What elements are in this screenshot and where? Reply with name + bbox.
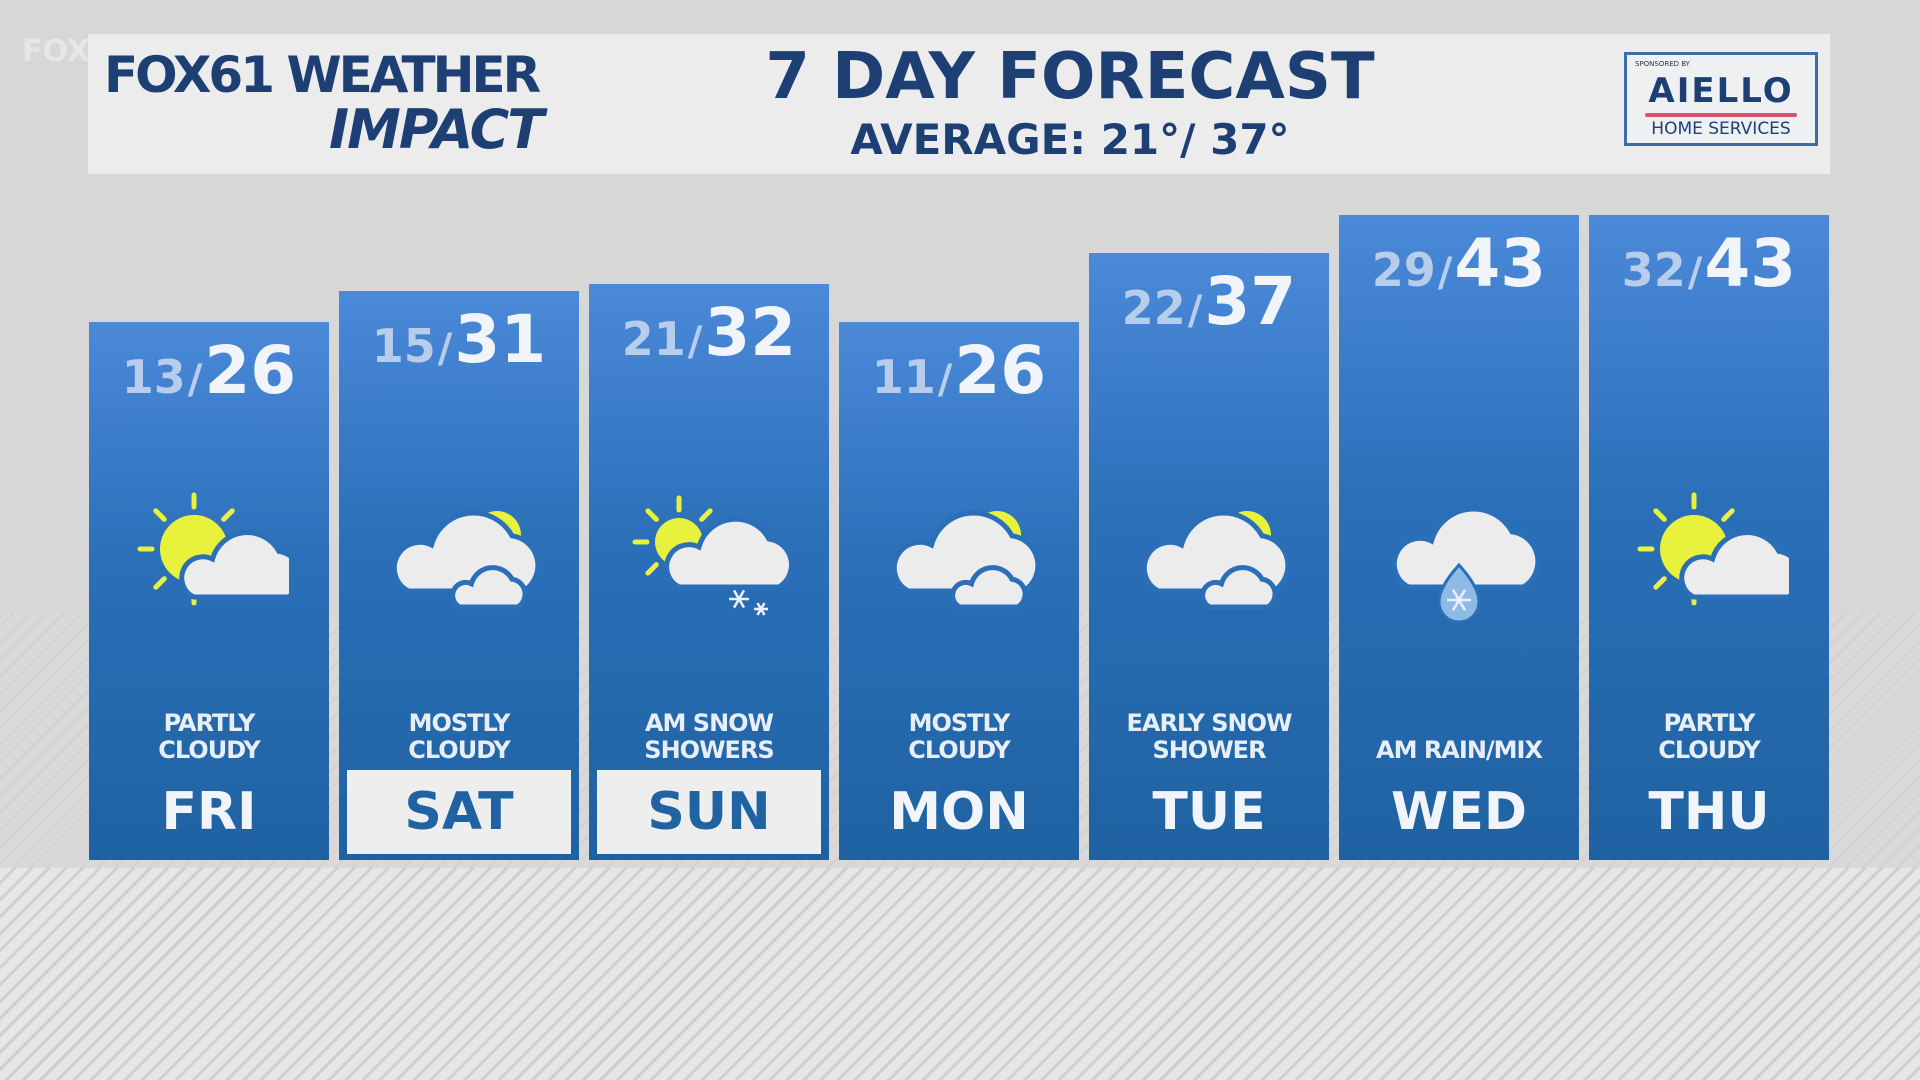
temperature: 29/43 bbox=[1339, 225, 1579, 302]
day-label: WED bbox=[1390, 782, 1528, 842]
temp-separator: / bbox=[1437, 249, 1453, 296]
day-label: MON bbox=[889, 782, 1029, 842]
day-column-wed: 29/43 AM RAIN/MIX WED bbox=[1339, 214, 1579, 860]
day-label: FRI bbox=[161, 782, 257, 842]
condition-text: MOSTLY CLOUDY bbox=[408, 709, 511, 764]
condition-text: EARLY SNOW SHOWER bbox=[1126, 709, 1293, 764]
background-band bbox=[0, 868, 1920, 1080]
day-label: SAT bbox=[347, 770, 571, 854]
day-column-sun: 21/32 AM SNOW SHOWERS SUN bbox=[589, 284, 829, 860]
condition-text: MOSTLY CLOUDY bbox=[908, 709, 1011, 764]
temp-separator: / bbox=[187, 357, 203, 403]
temperature: 15/31 bbox=[339, 301, 579, 378]
sponsor-label: SPONSORED BY bbox=[1635, 60, 1690, 68]
temperature: 11/26 bbox=[839, 332, 1079, 409]
logo-line1: WEATHER bbox=[286, 46, 541, 104]
day-label: THU bbox=[1648, 782, 1770, 842]
condition-text: AM RAIN/MIX bbox=[1376, 736, 1543, 764]
low-temp: 13 bbox=[121, 350, 186, 404]
temperature: 13/26 bbox=[89, 332, 329, 409]
logo-brand: FOX61 bbox=[104, 46, 275, 104]
temperature: 32/43 bbox=[1589, 225, 1829, 302]
low-temp: 32 bbox=[1621, 242, 1686, 297]
low-temp: 22 bbox=[1121, 280, 1186, 335]
day-label: TUE bbox=[1152, 782, 1266, 842]
low-temp: 15 bbox=[371, 318, 436, 373]
day-column-mon: 11/26 MOSTLY CLOUDY MON bbox=[839, 322, 1079, 860]
partly-cloudy-icon bbox=[129, 487, 303, 627]
high-temp: 32 bbox=[704, 294, 797, 372]
fox61-weather-impact-logo: FOX61 WEATHER IMPACT bbox=[104, 46, 544, 161]
temp-separator: / bbox=[437, 325, 453, 372]
temp-separator: / bbox=[1687, 249, 1703, 296]
day-column-tue: 22/37 EARLY SNOW SHOWER TUE bbox=[1089, 252, 1329, 860]
sponsor-logo: SPONSORED BY AIELLO HOME SERVICES bbox=[1624, 52, 1818, 146]
header-bar: FOX61 WEATHER IMPACT 7 DAY FORECAST AVER… bbox=[88, 34, 1830, 174]
temperature: 21/32 bbox=[589, 294, 829, 371]
logo-line2: IMPACT bbox=[329, 98, 544, 161]
low-temp: 29 bbox=[1371, 242, 1436, 297]
high-temp: 26 bbox=[204, 332, 297, 409]
temp-separator: / bbox=[1187, 287, 1203, 334]
partly-cloudy-icon bbox=[1629, 487, 1803, 627]
snow-showers-icon bbox=[629, 487, 794, 627]
high-temp: 37 bbox=[1204, 262, 1297, 340]
high-temp: 43 bbox=[1454, 224, 1547, 302]
ghost-logo-text: FOX bbox=[22, 34, 91, 69]
high-temp: 43 bbox=[1704, 224, 1797, 302]
day-label: SUN bbox=[597, 770, 821, 854]
low-temp: 11 bbox=[871, 350, 936, 404]
high-temp: 26 bbox=[954, 332, 1047, 409]
rain-snow-mix-icon bbox=[1379, 487, 1541, 627]
day-column-sat: 15/31 MOSTLY CLOUDY SAT bbox=[339, 290, 579, 860]
day-column-fri: 13/26 PARTLY CLOUDY FRI bbox=[89, 322, 329, 860]
temp-separator: / bbox=[937, 357, 953, 403]
average-temps: AVERAGE: 21°/ 37° bbox=[850, 115, 1290, 164]
condition-text: PARTLY CLOUDY bbox=[158, 709, 261, 764]
sponsor-tagline: HOME SERVICES bbox=[1651, 119, 1791, 139]
sponsor-underline bbox=[1645, 113, 1797, 117]
page-title: 7 DAY FORECAST bbox=[765, 40, 1375, 114]
day-column-thu: 32/43 PARTLY CLOUDY THU bbox=[1589, 214, 1829, 860]
high-temp: 31 bbox=[454, 300, 547, 378]
temp-separator: / bbox=[687, 319, 703, 366]
condition-text: AM SNOW SHOWERS bbox=[644, 709, 774, 764]
temperature: 22/37 bbox=[1089, 263, 1329, 340]
mostly-cloudy-icon bbox=[879, 487, 1041, 627]
mostly-cloudy-icon bbox=[379, 487, 541, 627]
condition-text: PARTLY CLOUDY bbox=[1658, 709, 1761, 764]
low-temp: 21 bbox=[621, 312, 686, 367]
sponsor-name: AIELLO bbox=[1648, 71, 1794, 111]
mostly-cloudy-icon bbox=[1129, 487, 1291, 627]
